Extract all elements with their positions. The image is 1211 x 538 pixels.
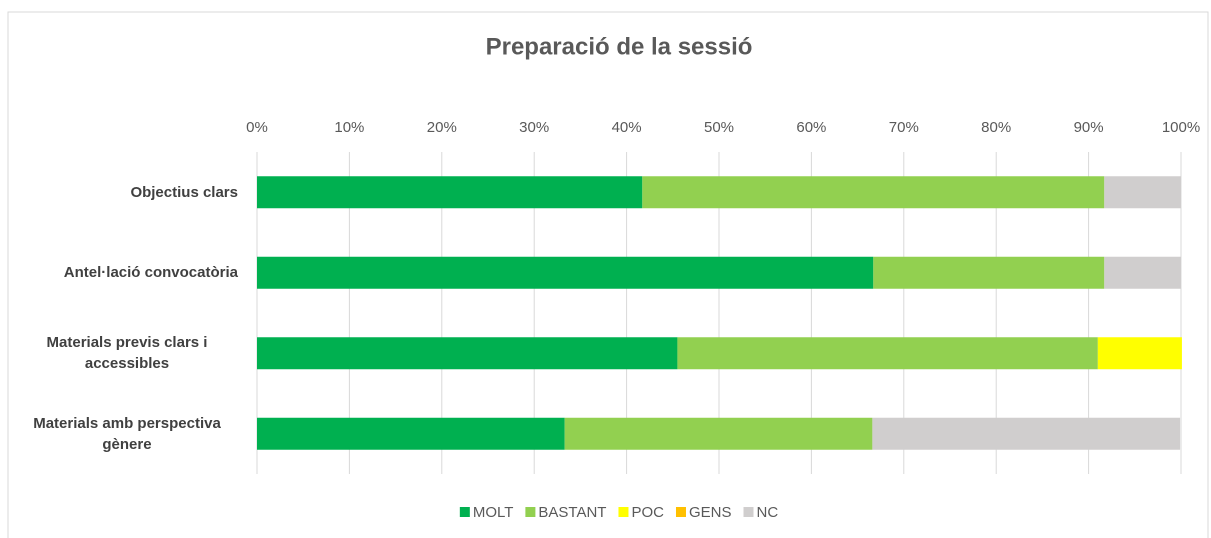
bar-segment (257, 417, 565, 450)
chart-frame (7, 11, 1209, 538)
x-tick-label: 50% (704, 119, 734, 136)
legend-swatch (618, 507, 629, 517)
x-tick-label: 80% (981, 119, 1011, 136)
legend-swatch (459, 507, 470, 517)
legend-label: NC (757, 504, 779, 521)
x-tick-label: 70% (889, 119, 919, 136)
x-tick-label: 90% (1074, 119, 1104, 136)
category-label: Antel·lació convocatòria (16, 233, 238, 313)
legend-label: POC (631, 504, 664, 521)
legend-label: GENS (689, 504, 732, 521)
category-text: Objectius clars (130, 183, 238, 201)
x-tick-label: 60% (796, 119, 826, 136)
chart-title: Preparació de la sessió (486, 33, 753, 60)
bar-segment (564, 417, 873, 450)
x-tick-label: 20% (427, 119, 457, 136)
bar-segment (1104, 176, 1181, 209)
bar-segment (1104, 256, 1181, 289)
bar-segment (872, 417, 1181, 450)
legend-label: MOLT (473, 504, 514, 521)
legend-swatch (743, 507, 754, 517)
legend-swatch (525, 507, 536, 517)
legend: MOLT BASTANT POC GENS NC (459, 504, 779, 521)
x-tick-label: 100% (1162, 119, 1200, 136)
legend-label: BASTANT (538, 504, 606, 521)
bar-segment (873, 256, 1105, 289)
x-tick-label: 0% (246, 119, 268, 136)
legend-swatch (675, 507, 686, 517)
category-label: Materials amb perspectiva gènere (16, 394, 238, 474)
category-text: Materials amb perspectiva gènere (33, 414, 221, 453)
category-label: Materials previs clars i accessibles (16, 313, 238, 393)
bar-segment (642, 176, 1105, 209)
bar-segment (1097, 337, 1182, 370)
category-text: Antel·lació convocatòria (63, 264, 238, 282)
category-label: Objectius clars (16, 152, 238, 232)
bar-segment (257, 337, 678, 370)
bar-segment (257, 256, 874, 289)
bar-segment (257, 176, 643, 209)
x-tick-label: 30% (519, 119, 549, 136)
x-tick-label: 40% (612, 119, 642, 136)
x-tick-label: 10% (334, 119, 364, 136)
bar-segment (677, 337, 1098, 370)
category-text: Materials previs clars i accessibles (46, 334, 208, 373)
